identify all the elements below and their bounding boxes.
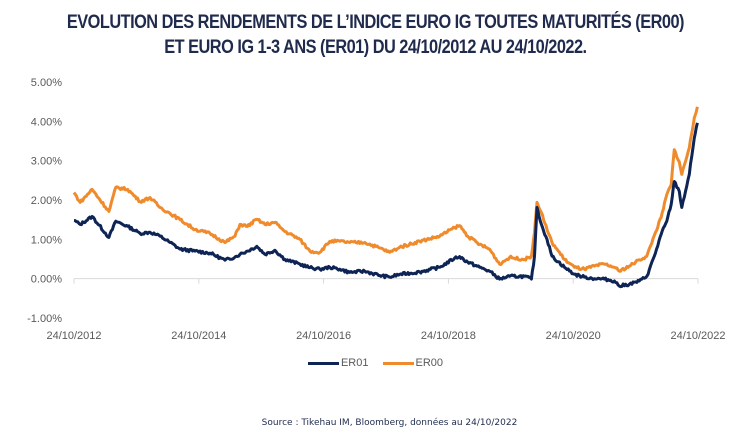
x-tick-label: 24/10/2016 [296,330,351,342]
y-tick-label: -1.00% [27,313,62,325]
chart-title-line-1: EVOLUTION DES RENDEMENTS DE L’INDICE EUR… [66,12,685,33]
y-tick-label: 2.00% [31,195,62,207]
legend-label-er01: ER01 [340,357,369,369]
x-tick-label: 24/10/2022 [670,330,725,342]
legend-swatch-er00 [382,361,414,365]
x-tick-label: 24/10/2012 [46,330,101,342]
chart-title-line-2: ET EURO IG 1-3 ANS (ER01) DU 24/10/2012 … [164,37,587,58]
series-layer [72,106,699,289]
legend: ER01 ER00 [0,357,751,369]
source-note: Source : Tikehau IM, Bloomberg, données … [261,418,518,428]
y-tick-label: 3.00% [31,156,62,168]
x-tick-label: 24/10/2020 [546,330,601,342]
legend-swatch-er01 [307,361,339,365]
y-axis: 5.00% 4.00% 3.00% 2.00% 1.00% 0.00% -1.00% [27,77,62,325]
series-line-er00 [72,106,699,273]
chart-title: EVOLUTION DES RENDEMENTS DE L’INDICE EUR… [53,10,699,60]
series-line-er01 [73,122,699,289]
legend-item-er00[interactable]: ER00 [382,357,444,369]
y-tick-label: 1.00% [31,234,62,246]
legend-item-er01[interactable]: ER01 [307,357,369,369]
x-axis: 24/10/2012 24/10/2014 24/10/2016 24/10/2018… [46,278,726,342]
legend-label-er00: ER00 [415,357,444,369]
y-tick-label: 4.00% [31,116,62,128]
y-tick-label: 5.00% [31,77,62,89]
y-tick-label: 0.00% [31,274,62,286]
x-tick-label: 24/10/2014 [171,330,226,342]
x-tick-label: 24/10/2018 [421,330,476,342]
